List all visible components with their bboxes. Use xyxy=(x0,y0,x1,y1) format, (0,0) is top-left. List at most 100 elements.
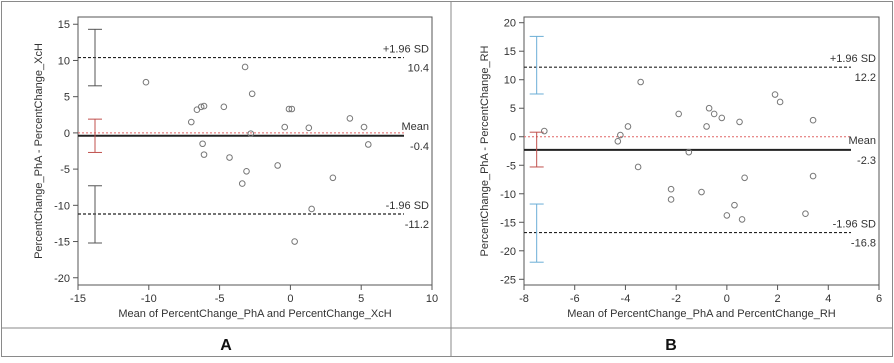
data-point xyxy=(698,188,705,196)
y-axis-title: PercentChange_PhA - PercentChange_XcH xyxy=(33,43,45,259)
upper-loa-value: 12.2 xyxy=(855,72,876,84)
data-point xyxy=(614,138,622,145)
data-point xyxy=(291,238,298,245)
x-tick-label: -15 xyxy=(70,293,86,305)
data-point xyxy=(736,118,743,126)
data-point xyxy=(274,162,281,169)
x-tick-label: 0 xyxy=(724,293,730,305)
data-point xyxy=(776,98,784,106)
y-tick-label: 10 xyxy=(504,75,516,87)
data-point xyxy=(238,180,246,187)
data-point xyxy=(197,103,205,111)
panel-b-caption: B xyxy=(665,337,677,354)
data-point xyxy=(248,90,256,98)
y-tick-label: -5 xyxy=(506,160,516,172)
x-axis-title: Mean of PercentChange_PhA and PercentCha… xyxy=(118,308,391,320)
data-point xyxy=(308,205,315,213)
outer-frame xyxy=(1,1,893,357)
x-tick-label: 4 xyxy=(825,293,831,305)
upper-loa-label: +1.96 SD xyxy=(830,53,876,65)
data-point xyxy=(667,196,675,203)
plot-frame xyxy=(523,16,880,286)
y-tick-label: -15 xyxy=(500,217,516,229)
data-point xyxy=(200,151,208,158)
upper-loa-value: 10.4 xyxy=(408,63,429,75)
y-tick-label: -10 xyxy=(54,200,70,212)
data-point xyxy=(247,130,255,137)
x-tick-label: 10 xyxy=(426,293,438,305)
lower-loa-value: -16.8 xyxy=(851,238,876,250)
data-point xyxy=(675,110,682,118)
data-point xyxy=(360,123,368,131)
data-point xyxy=(723,212,731,219)
x-tick-label: -2 xyxy=(671,293,681,305)
plot-frame xyxy=(77,16,433,286)
data-point xyxy=(809,172,817,180)
data-point xyxy=(281,123,289,131)
data-point xyxy=(200,102,208,110)
data-point xyxy=(718,114,726,122)
y-tick-label: 10 xyxy=(58,55,70,67)
data-point xyxy=(802,210,809,218)
lower-loa-value: -11.2 xyxy=(405,219,429,231)
y-tick-label: 20 xyxy=(504,18,516,30)
data-point xyxy=(703,123,710,130)
y-tick-label: -20 xyxy=(500,246,516,258)
x-tick-label: -10 xyxy=(141,293,157,305)
data-point xyxy=(624,123,632,130)
x-tick-label: -6 xyxy=(570,293,580,305)
data-point xyxy=(241,63,249,71)
data-point xyxy=(540,127,548,135)
data-point xyxy=(705,104,713,112)
y-tick-label: 5 xyxy=(64,92,70,104)
data-point xyxy=(685,148,693,156)
data-point xyxy=(285,105,293,113)
data-point xyxy=(305,124,313,132)
mean-label: Mean xyxy=(848,135,876,147)
y-tick-label: 15 xyxy=(58,19,70,31)
data-point xyxy=(809,116,817,124)
data-point xyxy=(199,140,206,148)
upper-loa-label: +1.96 SD xyxy=(383,44,429,56)
y-tick-label: -20 xyxy=(54,273,70,285)
mean-value: -2.3 xyxy=(857,155,876,167)
data-point xyxy=(741,174,748,182)
x-tick-label: -5 xyxy=(215,293,225,305)
y-tick-label: 15 xyxy=(504,46,516,58)
data-point xyxy=(731,201,738,209)
y-tick-label: -5 xyxy=(60,164,70,176)
mean-label: Mean xyxy=(401,121,429,133)
data-point xyxy=(634,163,642,171)
y-axis-title: PercentChange_PhA - PercentChange_RH xyxy=(479,45,491,256)
lower-loa-label: -1.96 SD xyxy=(833,219,876,231)
data-point xyxy=(329,174,337,182)
x-tick-label: -4 xyxy=(621,293,631,305)
x-tick-label: -8 xyxy=(519,293,529,305)
x-tick-label: 2 xyxy=(775,293,781,305)
lower-loa-label: -1.96 SD xyxy=(386,200,429,212)
x-tick-label: 0 xyxy=(287,293,293,305)
data-point xyxy=(637,78,644,86)
data-point xyxy=(226,154,233,161)
data-point xyxy=(710,110,718,118)
x-tick-label: 6 xyxy=(876,293,882,305)
data-point xyxy=(288,105,296,113)
y-tick-label: -15 xyxy=(54,237,70,249)
y-tick-label: 0 xyxy=(64,128,70,140)
x-axis-title: Mean of PercentChange_PhA and PercentCha… xyxy=(567,308,836,320)
y-tick-label: -10 xyxy=(500,189,516,201)
data-point xyxy=(667,185,675,193)
y-tick-label: -25 xyxy=(500,274,516,286)
data-point xyxy=(617,131,624,139)
data-point xyxy=(346,115,354,122)
data-point xyxy=(243,167,250,175)
data-point xyxy=(771,91,779,98)
data-point xyxy=(220,103,228,111)
x-tick-label: 5 xyxy=(358,293,364,305)
data-point xyxy=(187,118,195,126)
panel-a-caption: A xyxy=(220,337,232,354)
